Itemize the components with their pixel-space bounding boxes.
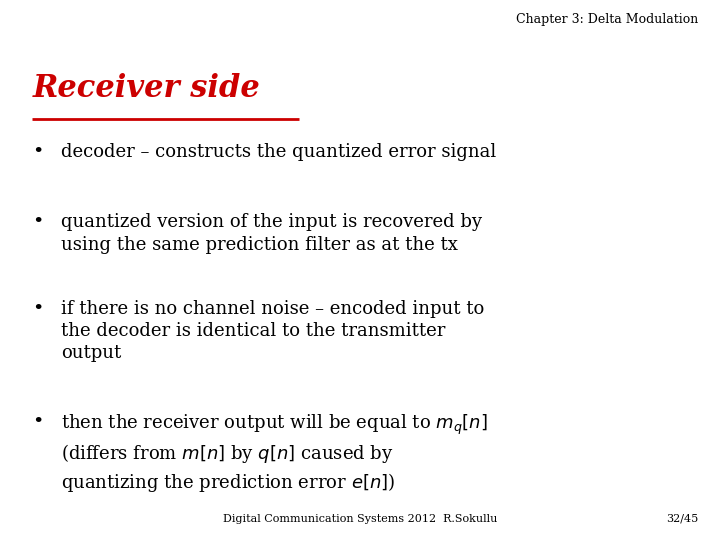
Text: Chapter 3: Delta Modulation: Chapter 3: Delta Modulation — [516, 14, 698, 26]
Text: •: • — [32, 300, 44, 318]
Text: •: • — [32, 143, 44, 161]
Text: then the receiver output will be equal to $m_q[n]$
(differs from $m[n]$ by $q[n]: then the receiver output will be equal t… — [61, 413, 488, 494]
Text: decoder – constructs the quantized error signal: decoder – constructs the quantized error… — [61, 143, 497, 161]
Text: quantized version of the input is recovered by
using the same prediction filter : quantized version of the input is recove… — [61, 213, 482, 253]
Text: Receiver side: Receiver side — [32, 73, 260, 104]
Text: 32/45: 32/45 — [666, 514, 698, 524]
Text: if there is no channel noise – encoded input to
the decoder is identical to the : if there is no channel noise – encoded i… — [61, 300, 485, 362]
Text: Digital Communication Systems 2012  R.Sokullu: Digital Communication Systems 2012 R.Sok… — [222, 514, 498, 524]
Text: •: • — [32, 213, 44, 231]
Text: •: • — [32, 413, 44, 431]
